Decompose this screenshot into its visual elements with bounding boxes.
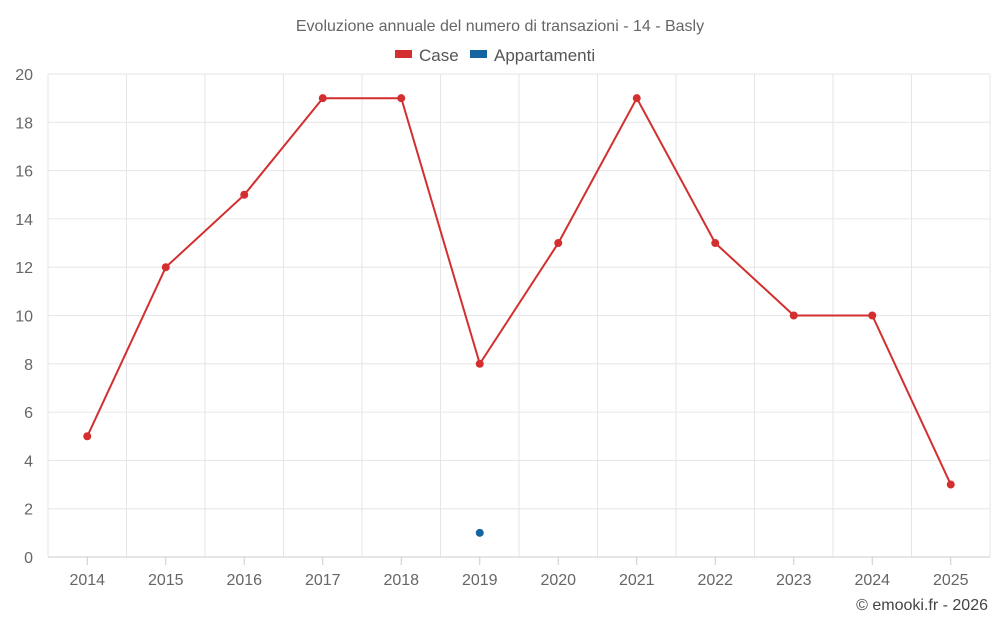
legend: Case Appartamenti xyxy=(395,46,595,65)
legend-label-appartamenti: Appartamenti xyxy=(494,46,595,65)
data-point-case[interactable] xyxy=(554,239,563,248)
x-tick-label: 2015 xyxy=(148,572,184,589)
x-tick-label: 2021 xyxy=(619,572,655,589)
y-tick-label: 8 xyxy=(24,357,33,374)
data-point-case[interactable] xyxy=(475,359,484,368)
y-tick-label: 6 xyxy=(24,405,33,422)
y-tick-label: 18 xyxy=(15,115,33,132)
x-tick-label: 2024 xyxy=(854,572,890,589)
x-tick-label: 2022 xyxy=(697,572,733,589)
series-line-case xyxy=(86,96,952,486)
data-point-case[interactable] xyxy=(632,94,641,103)
x-tick-label: 2020 xyxy=(540,572,576,589)
y-tick-label: 10 xyxy=(15,309,33,326)
y-axis: 0 2 4 6 8 10 12 14 16 18 20 xyxy=(15,67,33,567)
legend-swatch-case xyxy=(395,50,412,58)
data-point-case[interactable] xyxy=(868,311,877,320)
x-tick-label: 2016 xyxy=(226,572,262,589)
y-tick-label: 16 xyxy=(15,164,33,181)
y-tick-label: 20 xyxy=(15,67,33,84)
data-point-case[interactable] xyxy=(240,190,249,199)
legend-item-case[interactable]: Case xyxy=(395,46,459,65)
x-tick-label: 2014 xyxy=(69,572,105,589)
data-point-case[interactable] xyxy=(397,94,406,103)
x-tick-label: 2025 xyxy=(933,572,969,589)
x-tick-label: 2017 xyxy=(305,572,341,589)
data-point-case[interactable] xyxy=(161,263,170,272)
x-tick-label: 2023 xyxy=(776,572,812,589)
chart-title: Evoluzione annuale del numero di transaz… xyxy=(296,18,704,35)
x-tick-label: 2018 xyxy=(383,572,419,589)
y-tick-label: 0 xyxy=(24,550,33,567)
legend-swatch-appartamenti xyxy=(470,50,487,58)
data-point-case[interactable] xyxy=(946,480,955,489)
data-point-case[interactable] xyxy=(789,311,798,320)
legend-label-case: Case xyxy=(419,46,459,65)
data-point-case[interactable] xyxy=(318,94,327,103)
series-layer xyxy=(83,94,955,537)
data-point-appartamenti[interactable] xyxy=(475,528,484,537)
y-tick-label: 14 xyxy=(15,212,33,229)
y-tick-label: 12 xyxy=(15,260,33,277)
x-axis: 2014 2015 2016 2017 2018 2019 2020 2021 2022 2023… xyxy=(48,556,990,589)
gridlines xyxy=(47,73,991,557)
legend-item-appartamenti[interactable]: Appartamenti xyxy=(470,46,595,65)
series-appartamenti xyxy=(475,528,484,537)
data-point-case[interactable] xyxy=(83,432,92,441)
credit-text: © emooki.fr - 2026 xyxy=(856,597,988,614)
y-tick-label: 4 xyxy=(24,453,33,470)
series-case xyxy=(83,94,955,489)
x-tick-label: 2019 xyxy=(462,572,498,589)
data-point-case[interactable] xyxy=(711,239,720,248)
y-tick-label: 2 xyxy=(24,502,33,519)
